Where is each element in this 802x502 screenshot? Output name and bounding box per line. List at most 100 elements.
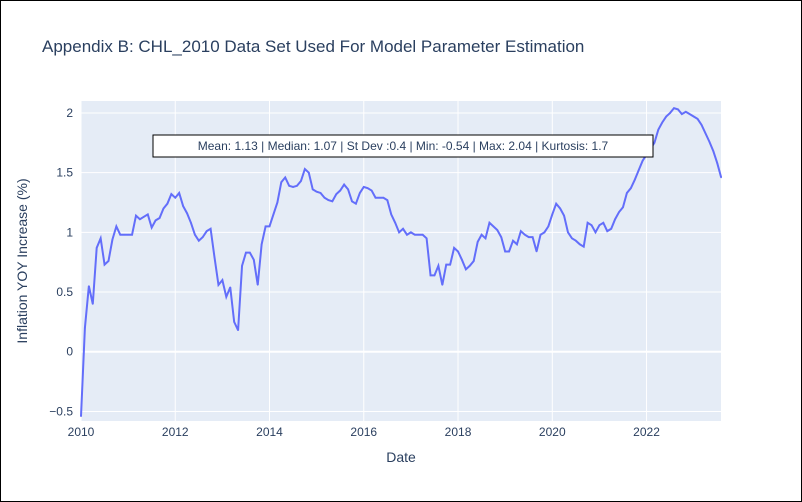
data-point (276, 201, 279, 204)
data-point (598, 224, 601, 226)
data-point (571, 237, 573, 240)
data-point (80, 415, 82, 418)
data-point (433, 274, 436, 277)
data-point (288, 184, 290, 187)
data-point (500, 236, 503, 238)
data-point (712, 150, 715, 152)
data-point (421, 233, 424, 236)
data-point (449, 263, 451, 266)
data-point (178, 192, 180, 194)
data-point (539, 233, 542, 236)
data-point (166, 202, 169, 205)
x-tick-label: 2014 (256, 425, 283, 439)
data-point (630, 187, 632, 189)
data-point (292, 186, 294, 188)
data-point (429, 274, 432, 277)
data-point (700, 124, 703, 126)
data-point (339, 189, 342, 192)
data-point (186, 212, 188, 215)
data-point (720, 176, 722, 179)
data-point (716, 162, 719, 164)
data-point (708, 140, 711, 143)
data-point (681, 113, 683, 115)
data-point (516, 243, 518, 246)
data-point (543, 231, 546, 234)
data-point (484, 237, 487, 240)
data-point (547, 225, 550, 228)
data-point (594, 231, 597, 234)
data-point (91, 303, 94, 305)
data-point (665, 115, 667, 118)
data-point (578, 243, 581, 246)
data-point (355, 202, 357, 205)
y-tick-label: −0.5 (49, 404, 73, 418)
data-point (382, 196, 385, 199)
data-point (398, 231, 400, 234)
data-point (441, 284, 444, 286)
data-point (335, 193, 338, 195)
data-point (143, 216, 145, 218)
data-point (535, 250, 538, 253)
data-point (370, 189, 373, 192)
x-tick-label: 2018 (445, 425, 472, 439)
data-point (524, 233, 526, 236)
data-point (390, 213, 393, 216)
data-point (414, 233, 416, 236)
stats-annotation-box (152, 134, 654, 158)
data-point (480, 233, 483, 236)
data-point (95, 247, 98, 249)
data-point (115, 225, 118, 228)
data-point (359, 192, 361, 194)
data-point (685, 110, 687, 113)
y-tick-label: 1.5 (56, 166, 73, 180)
data-point (417, 233, 420, 236)
data-point (139, 218, 141, 221)
x-axis-title: Date (386, 449, 416, 465)
data-point (123, 233, 126, 236)
data-point (567, 231, 569, 234)
data-point (410, 231, 412, 234)
data-point (555, 202, 557, 205)
data-point (378, 196, 381, 199)
data-point (347, 188, 349, 191)
data-point (633, 179, 636, 181)
data-point (637, 169, 640, 172)
data-point (476, 241, 479, 243)
data-point (614, 218, 616, 221)
data-point (343, 183, 345, 186)
data-point (606, 230, 609, 232)
data-point (669, 112, 671, 114)
data-point (504, 250, 506, 253)
data-point (307, 171, 310, 174)
data-point (508, 250, 510, 253)
chart-title: Appendix B: CHL_2010 Data Set Used For M… (42, 37, 584, 56)
data-point (688, 113, 691, 115)
data-point (194, 233, 196, 236)
data-point (233, 321, 235, 323)
data-point (150, 226, 153, 229)
data-point (551, 213, 554, 216)
data-point (496, 229, 499, 231)
data-point (641, 159, 644, 162)
data-point (296, 184, 298, 187)
data-point (704, 132, 707, 135)
data-point (225, 296, 228, 298)
data-point (103, 263, 106, 266)
data-point (221, 279, 224, 281)
data-point (198, 239, 200, 242)
data-point (622, 206, 624, 209)
data-point (445, 263, 448, 266)
data-point (245, 251, 247, 254)
data-point (280, 181, 283, 183)
data-point (457, 250, 459, 253)
data-point (268, 225, 271, 228)
data-point (217, 284, 220, 286)
data-point (394, 221, 397, 224)
data-point (610, 227, 612, 230)
data-point (696, 118, 699, 120)
data-point (99, 237, 102, 240)
data-point (201, 236, 204, 238)
data-point (472, 260, 475, 262)
